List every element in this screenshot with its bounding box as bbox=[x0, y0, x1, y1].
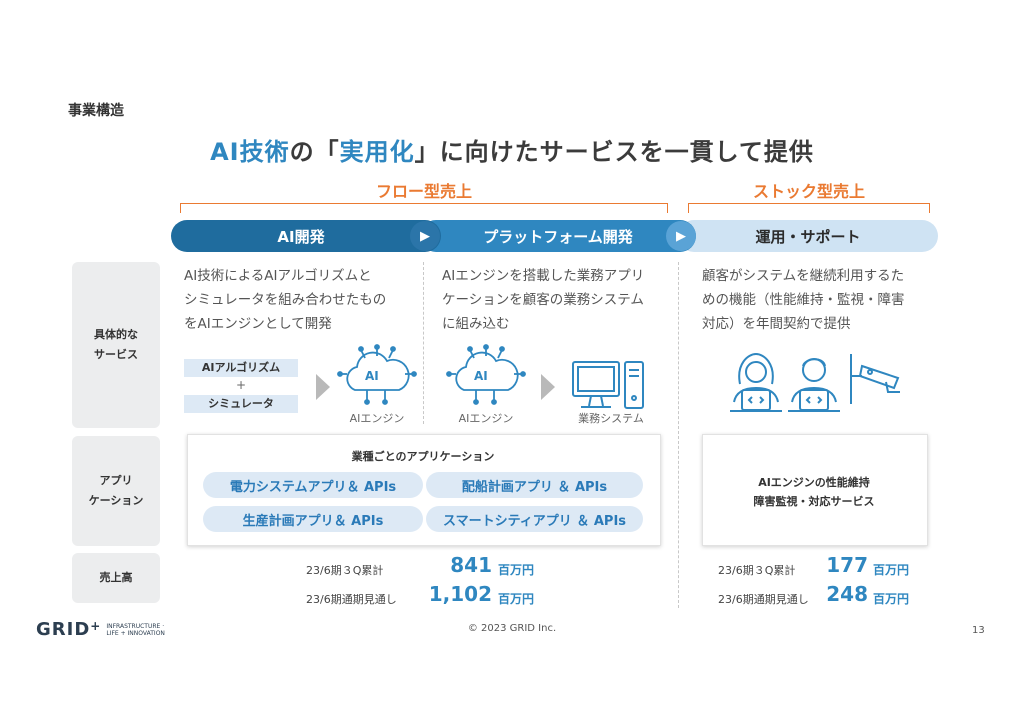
stock-sales-unit: 百万円 bbox=[873, 592, 910, 606]
female-operator-icon bbox=[730, 352, 782, 412]
stock-revenue-bracket bbox=[688, 203, 930, 213]
ai-dev-description: AI技術によるAIアルゴリズムと シミュレータを組み合わせたもの をAIエンジン… bbox=[184, 268, 387, 332]
row-header-applications: アプリ ケーション bbox=[72, 436, 160, 546]
flow-sales-unit: 百万円 bbox=[498, 563, 535, 577]
section-label: 事業構造 bbox=[68, 103, 124, 119]
flow-revenue-bracket bbox=[180, 203, 668, 213]
security-camera-icon bbox=[850, 354, 900, 404]
stock-sales-label-q3: 23/6期３Q累計 bbox=[718, 564, 796, 577]
app-pill-production: 生産計画アプリ＆ APIs bbox=[203, 506, 423, 532]
chevron-right-icon bbox=[541, 374, 555, 400]
company-logo: GRID + INFRASTRUCTURE · LIFE + INNOVATIO… bbox=[36, 618, 165, 641]
page-number: 13 bbox=[972, 625, 985, 636]
flow-sales-q3: 841 bbox=[450, 553, 492, 577]
stock-revenue-label: ストック型売上 bbox=[752, 182, 865, 201]
app-pill-smartcity: スマートシティアプリ ＆ APIs bbox=[426, 506, 643, 532]
ai-algorithm-chip: AIアルゴリズム bbox=[184, 359, 298, 377]
phase-platform: プラットフォーム開発 bbox=[420, 220, 696, 252]
arrow-right-icon: ▶ bbox=[410, 221, 440, 251]
simulator-chip: シミュレータ bbox=[184, 395, 298, 413]
column-divider bbox=[423, 262, 424, 424]
ai-cloud-icon bbox=[337, 344, 417, 405]
ai-engine-caption: AIエンジン bbox=[458, 412, 514, 425]
column-divider bbox=[678, 262, 679, 608]
support-line1: AIエンジンの性能維持 bbox=[758, 476, 870, 489]
app-pill-shipping: 配船計画アプリ ＆ APIs bbox=[426, 472, 643, 498]
stock-sales-label-fy: 23/6期通期見通し bbox=[718, 593, 809, 606]
phase-stock: 運用・サポート bbox=[678, 220, 938, 252]
ai-cloud-icon bbox=[446, 344, 526, 405]
business-system-caption: 業務システム bbox=[578, 412, 644, 425]
ai-engine-caption: AIエンジン bbox=[349, 412, 405, 425]
support-panel bbox=[702, 434, 928, 546]
flow-sales-unit: 百万円 bbox=[498, 592, 535, 606]
male-operator-icon bbox=[788, 358, 840, 412]
stock-sales-fy: 248 bbox=[826, 582, 868, 606]
app-pill-power: 電力システムアプリ＆ APIs bbox=[203, 472, 423, 498]
phase-ai-dev: AI開発 bbox=[171, 220, 441, 252]
applications-title: 業種ごとのアプリケーション bbox=[351, 450, 495, 463]
flow-revenue-label: フロー型売上 bbox=[375, 182, 472, 201]
row-header-sales: 売上高 bbox=[72, 553, 160, 603]
ai-engine-text: AI bbox=[365, 369, 379, 383]
platform-description: AIエンジンを搭載した業務アプリ ケーションを顧客の業務システム に組み込む bbox=[442, 268, 645, 332]
arrow-right-icon: ▶ bbox=[666, 221, 696, 251]
stock-sales-q3: 177 bbox=[826, 553, 868, 577]
operation-description: 顧客がシステムを継続利用するた めの機能（性能維持・監視・障害 対応）を年間契約… bbox=[702, 268, 905, 332]
plus-sign: + bbox=[235, 378, 247, 392]
page-title: AI技術の「実用化」に向けたサービスを一貫して提供 bbox=[210, 138, 814, 166]
support-line2: 障害監視・対応サービス bbox=[753, 495, 875, 508]
computer-icon bbox=[572, 361, 644, 409]
ai-engine-text: AI bbox=[474, 369, 488, 383]
row-header-services: 具体的な サービス bbox=[72, 262, 160, 428]
stock-sales-unit: 百万円 bbox=[873, 563, 910, 577]
copyright: © 2023 GRID Inc. bbox=[467, 623, 557, 634]
flow-sales-fy: 1,102 bbox=[428, 582, 492, 606]
chevron-right-icon bbox=[316, 374, 330, 400]
flow-sales-label-q3: 23/6期３Q累計 bbox=[306, 564, 384, 577]
flow-sales-label-fy: 23/6期通期見通し bbox=[306, 593, 397, 606]
